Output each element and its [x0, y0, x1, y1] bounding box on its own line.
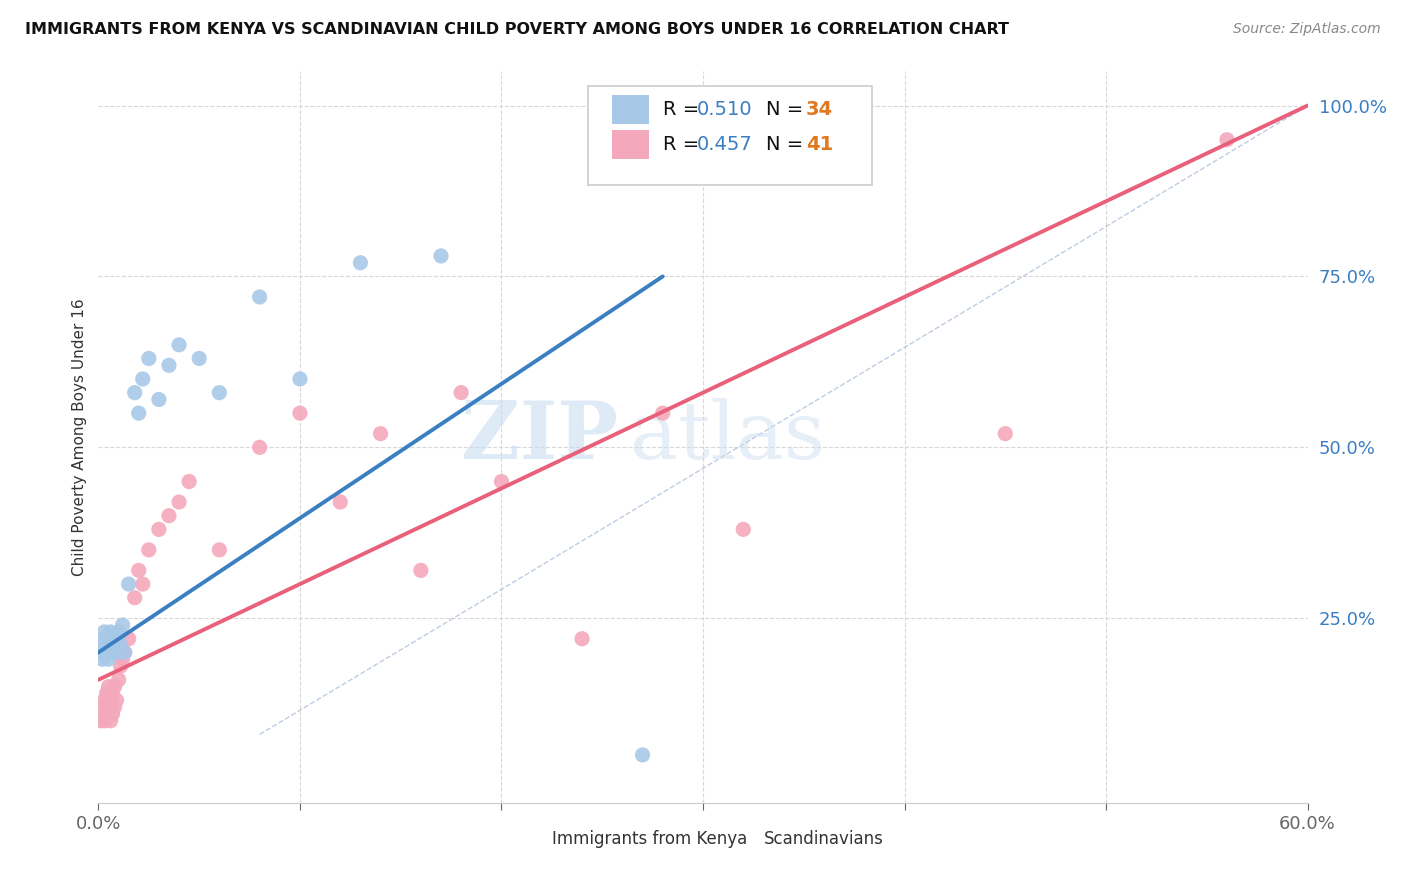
Point — [208, 385, 231, 400]
Point — [105, 693, 128, 707]
Point — [96, 706, 118, 721]
Text: R =: R = — [664, 100, 706, 119]
Point — [97, 652, 120, 666]
Point — [571, 632, 593, 646]
Text: 41: 41 — [806, 135, 832, 154]
Point — [97, 680, 120, 694]
Point — [148, 522, 170, 536]
Point — [132, 372, 155, 386]
Point — [491, 475, 513, 489]
Point — [105, 645, 128, 659]
Point — [124, 385, 146, 400]
Point — [114, 645, 136, 659]
Text: atlas: atlas — [630, 398, 825, 476]
Point — [111, 652, 134, 666]
Point — [97, 632, 120, 646]
Point — [128, 406, 150, 420]
Point — [157, 359, 180, 373]
Point — [994, 426, 1017, 441]
Point — [100, 714, 122, 728]
Point — [96, 645, 118, 659]
Point — [208, 542, 231, 557]
Point — [631, 747, 654, 762]
Point — [107, 632, 129, 646]
Point — [93, 632, 115, 646]
FancyBboxPatch shape — [588, 86, 872, 185]
Point — [110, 639, 132, 653]
Point — [118, 577, 141, 591]
Text: Source: ZipAtlas.com: Source: ZipAtlas.com — [1233, 22, 1381, 37]
Point — [89, 714, 111, 728]
Point — [93, 624, 115, 639]
Point — [128, 563, 150, 577]
Point — [101, 686, 124, 700]
Point — [100, 624, 122, 639]
Point — [1216, 133, 1239, 147]
Point — [93, 693, 115, 707]
Point — [100, 639, 122, 653]
Point — [96, 686, 118, 700]
Point — [157, 508, 180, 523]
Point — [138, 351, 160, 366]
Point — [179, 475, 201, 489]
Text: N =: N = — [766, 135, 810, 154]
Point — [349, 256, 371, 270]
Point — [110, 659, 132, 673]
Point — [288, 406, 311, 420]
Point — [370, 426, 392, 441]
Text: 0.510: 0.510 — [697, 100, 752, 119]
Point — [93, 714, 115, 728]
Point — [430, 249, 453, 263]
Point — [111, 618, 134, 632]
Point — [148, 392, 170, 407]
Text: Scandinavians: Scandinavians — [763, 830, 883, 848]
Point — [91, 700, 114, 714]
Point — [91, 652, 114, 666]
Point — [107, 624, 129, 639]
Point — [733, 522, 755, 536]
Point — [96, 639, 118, 653]
Point — [91, 639, 114, 653]
Point — [329, 495, 352, 509]
Text: 34: 34 — [806, 100, 832, 119]
Point — [100, 693, 122, 707]
Point — [249, 440, 271, 454]
FancyBboxPatch shape — [727, 829, 754, 850]
Point — [288, 372, 311, 386]
Point — [114, 645, 136, 659]
Point — [101, 706, 124, 721]
Point — [103, 700, 125, 714]
FancyBboxPatch shape — [516, 829, 543, 850]
Point — [651, 406, 673, 420]
Point — [132, 577, 155, 591]
FancyBboxPatch shape — [613, 95, 648, 124]
Text: Immigrants from Kenya: Immigrants from Kenya — [551, 830, 747, 848]
Point — [103, 639, 125, 653]
Point — [89, 645, 111, 659]
Text: R =: R = — [664, 135, 706, 154]
Y-axis label: Child Poverty Among Boys Under 16: Child Poverty Among Boys Under 16 — [72, 298, 87, 576]
Point — [124, 591, 146, 605]
Point — [103, 680, 125, 694]
Point — [107, 673, 129, 687]
Point — [249, 290, 271, 304]
Point — [188, 351, 211, 366]
Point — [101, 645, 124, 659]
Point — [118, 632, 141, 646]
Point — [97, 700, 120, 714]
FancyBboxPatch shape — [613, 130, 648, 159]
Point — [167, 338, 190, 352]
Text: ZIP: ZIP — [461, 398, 619, 476]
Point — [138, 542, 160, 557]
Text: N =: N = — [766, 100, 810, 119]
Text: 0.457: 0.457 — [697, 135, 752, 154]
Point — [450, 385, 472, 400]
Point — [409, 563, 432, 577]
Text: IMMIGRANTS FROM KENYA VS SCANDINAVIAN CHILD POVERTY AMONG BOYS UNDER 16 CORRELAT: IMMIGRANTS FROM KENYA VS SCANDINAVIAN CH… — [25, 22, 1010, 37]
Point — [167, 495, 190, 509]
